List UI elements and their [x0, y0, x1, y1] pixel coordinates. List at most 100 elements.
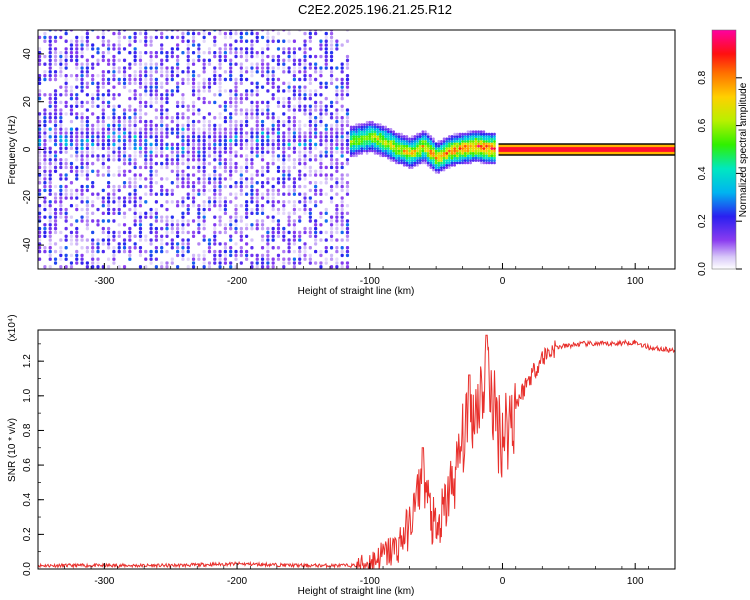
- spectrogram-cell: [181, 112, 185, 116]
- spectrogram-cell: [379, 137, 382, 141]
- spectrogram-cell: [59, 253, 63, 258]
- spectrogram-cell: [298, 104, 302, 108]
- spectrogram-cell: [389, 142, 393, 146]
- spectrogram-cell: [101, 85, 105, 89]
- spectrogram-cell: [437, 159, 441, 162]
- spectrogram-cell: [250, 127, 254, 131]
- spectrogram-cell: [410, 151, 414, 155]
- spectrogram-cell: [387, 156, 390, 160]
- spectrogram-cell: [202, 131, 206, 135]
- spectrogram-cell: [402, 154, 406, 158]
- spectrogram-cell: [133, 215, 137, 219]
- spectrogram-cell: [191, 62, 196, 66]
- spectrogram-xlabel: Height of straight line (km): [298, 286, 415, 297]
- spectrogram-cell: [80, 35, 84, 40]
- spectrogram-cell: [319, 142, 323, 147]
- spectrogram-cell: [165, 73, 169, 78]
- spectrogram-cell: [202, 66, 206, 70]
- spectrogram-cell: [410, 161, 414, 165]
- spectrogram-cell: [329, 234, 334, 238]
- spectrogram-cell: [266, 150, 270, 154]
- spectrogram-cell: [202, 31, 206, 36]
- spectrogram-cell: [59, 257, 63, 261]
- spectrogram-cell: [250, 261, 254, 265]
- spectrogram-cell: [340, 93, 344, 97]
- spectrogram-cell: [112, 47, 116, 51]
- spectrogram-cell: [96, 196, 100, 200]
- spectrogram-cell: [405, 149, 409, 153]
- spectrogram-cell: [266, 39, 270, 43]
- spectrogram-cell: [229, 177, 233, 181]
- spectrogram-cell: [426, 159, 430, 162]
- spectrogram-cell: [474, 147, 478, 150]
- spectrogram-cell: [122, 58, 127, 63]
- spectrogram-cell: [96, 119, 100, 124]
- spectrogram-cell: [85, 226, 89, 231]
- spectrogram-cell: [186, 207, 190, 212]
- spectrogram-cell: [416, 154, 419, 158]
- spectrogram-cell: [298, 246, 302, 250]
- spectrogram-cell: [379, 132, 382, 136]
- spectrogram-cell: [75, 173, 79, 177]
- spectrogram-cell: [355, 142, 358, 146]
- spectrogram-cell: [122, 223, 127, 227]
- spectrogram-cell: [43, 77, 47, 82]
- spectrogram-cell: [405, 156, 409, 160]
- spectrogram-cell: [202, 181, 206, 185]
- spectrogram-cell: [213, 177, 217, 181]
- spectrogram-cell: [191, 104, 196, 108]
- spectrogram-cell: [223, 70, 227, 74]
- spectrogram-cell: [298, 200, 302, 204]
- spectrogram-cell: [128, 207, 132, 212]
- spectrogram-cell: [133, 219, 137, 223]
- spectrogram-cell: [394, 147, 398, 150]
- spectrogram-cell: [117, 173, 121, 177]
- spectrogram-cell: [75, 226, 79, 231]
- spectrogram-cell: [101, 200, 105, 204]
- spectrogram-cell: [107, 142, 111, 147]
- spectrogram-cell: [260, 138, 265, 143]
- spectrogram-cell: [202, 89, 206, 93]
- spectrogram-cell: [424, 144, 427, 148]
- spectrogram-cell: [223, 150, 227, 154]
- spectrogram-cell: [479, 144, 483, 148]
- spectrogram-cell: [191, 81, 196, 86]
- spectrogram-cell: [207, 173, 212, 177]
- spectrogram-cell: [85, 31, 89, 36]
- spectrogram-cell: [314, 188, 318, 193]
- spectrogram-cell: [234, 154, 238, 158]
- spectrogram-cell: [324, 238, 328, 242]
- spectrogram-cell: [255, 146, 259, 151]
- spectrogram-cell: [133, 31, 137, 36]
- spectrogram-cell: [154, 230, 158, 235]
- spectrogram-cell: [287, 146, 291, 151]
- spectrogram-cell: [91, 150, 95, 154]
- spectrogram-cell: [85, 184, 89, 189]
- spectrogram-cell: [474, 149, 478, 153]
- spectrogram-cell: [363, 123, 366, 127]
- spectrogram-cell: [371, 127, 374, 131]
- spectrogram-cell: [314, 230, 318, 235]
- spectrogram-cell: [48, 219, 52, 223]
- spectrogram-cell: [48, 93, 52, 97]
- spectrogram-cell: [314, 226, 318, 231]
- spectrogram-cell: [413, 163, 417, 167]
- spectrogram-cell: [138, 230, 143, 235]
- spectrogram-cell: [276, 142, 281, 147]
- spectrogram-cell: [128, 154, 132, 158]
- spectrogram-cell: [373, 125, 377, 129]
- spectrogram-cell: [239, 177, 243, 181]
- spectrogram-cell: [176, 104, 180, 108]
- spectrogram-cell: [493, 159, 496, 162]
- spectrogram-cell: [181, 154, 185, 158]
- spectrogram-cell: [314, 203, 318, 208]
- spectrogram-cell: [48, 70, 52, 74]
- spectrogram-cell: [218, 51, 222, 55]
- spectrogram-cell: [379, 149, 382, 153]
- spectrogram-cell: [80, 66, 84, 70]
- spectrogram-cell: [149, 135, 153, 139]
- spectrogram-cell: [218, 207, 222, 212]
- spectrogram-cell: [426, 163, 430, 167]
- spectrogram-cell: [255, 70, 259, 74]
- spectrogram-cell: [223, 142, 227, 147]
